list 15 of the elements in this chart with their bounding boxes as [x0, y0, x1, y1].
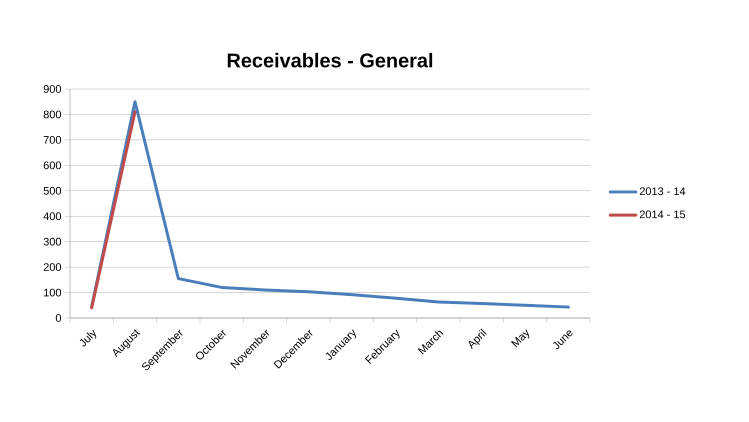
y-tick-label: 700: [44, 136, 62, 144]
y-tick-label: 900: [44, 85, 62, 93]
chart-title: Receivables - General: [228, 52, 432, 68]
y-tick-label: 300: [44, 238, 62, 246]
y-tick-label: 100: [44, 288, 62, 296]
x-tick-label: July: [80, 330, 96, 346]
y-tick-label: 800: [44, 110, 62, 118]
y-tick-label: 200: [44, 263, 62, 271]
legend-label: 2013 - 14: [640, 187, 686, 196]
y-tick-label: 400: [43, 212, 62, 220]
legend-label: 2014 - 15: [640, 210, 686, 218]
y-tick-label: 500: [44, 186, 62, 195]
x-tick-label: May: [511, 329, 530, 348]
y-tick-label: 0: [56, 314, 62, 322]
y-tick-label: 600: [44, 161, 62, 170]
